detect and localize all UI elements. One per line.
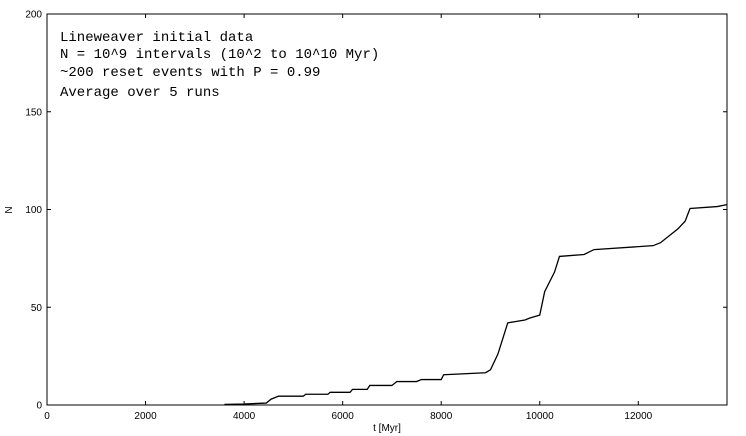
y-tick-label: 150 xyxy=(25,107,42,118)
y-tick-label: 0 xyxy=(36,401,42,412)
axis-tick-labels: 0 2000 4000 6000 8000 10000 12000 0 50 100 150 200 xyxy=(25,10,652,423)
x-tick-label: 4000 xyxy=(233,411,256,422)
y-axis-label: N xyxy=(4,206,15,213)
annotation-line: N = 10^9 intervals (10^2 to 10^10 Myr) xyxy=(60,47,379,63)
x-tick-label: 12000 xyxy=(624,411,652,422)
x-tick-label: 8000 xyxy=(430,411,453,422)
annotation-line: ~200 reset events with P = 0.99 xyxy=(60,65,320,81)
axis-ticks xyxy=(46,13,727,406)
annotation-line: Lineweaver initial data xyxy=(60,30,253,46)
x-tick-label: 6000 xyxy=(332,411,355,422)
y-tick-label: 100 xyxy=(25,205,42,216)
x-tick-label: 2000 xyxy=(134,411,157,422)
annotation-line: Average over 5 runs xyxy=(60,85,220,101)
y-tick-label: 200 xyxy=(25,10,42,21)
y-tick-label: 50 xyxy=(31,303,43,314)
series-line xyxy=(224,203,728,406)
x-tick-label: 10000 xyxy=(526,411,554,422)
x-axis-label: t [Myr] xyxy=(373,423,401,434)
annotation-box: Lineweaver initial data N = 10^9 interva… xyxy=(60,30,379,101)
x-tick-label: 0 xyxy=(44,411,50,422)
